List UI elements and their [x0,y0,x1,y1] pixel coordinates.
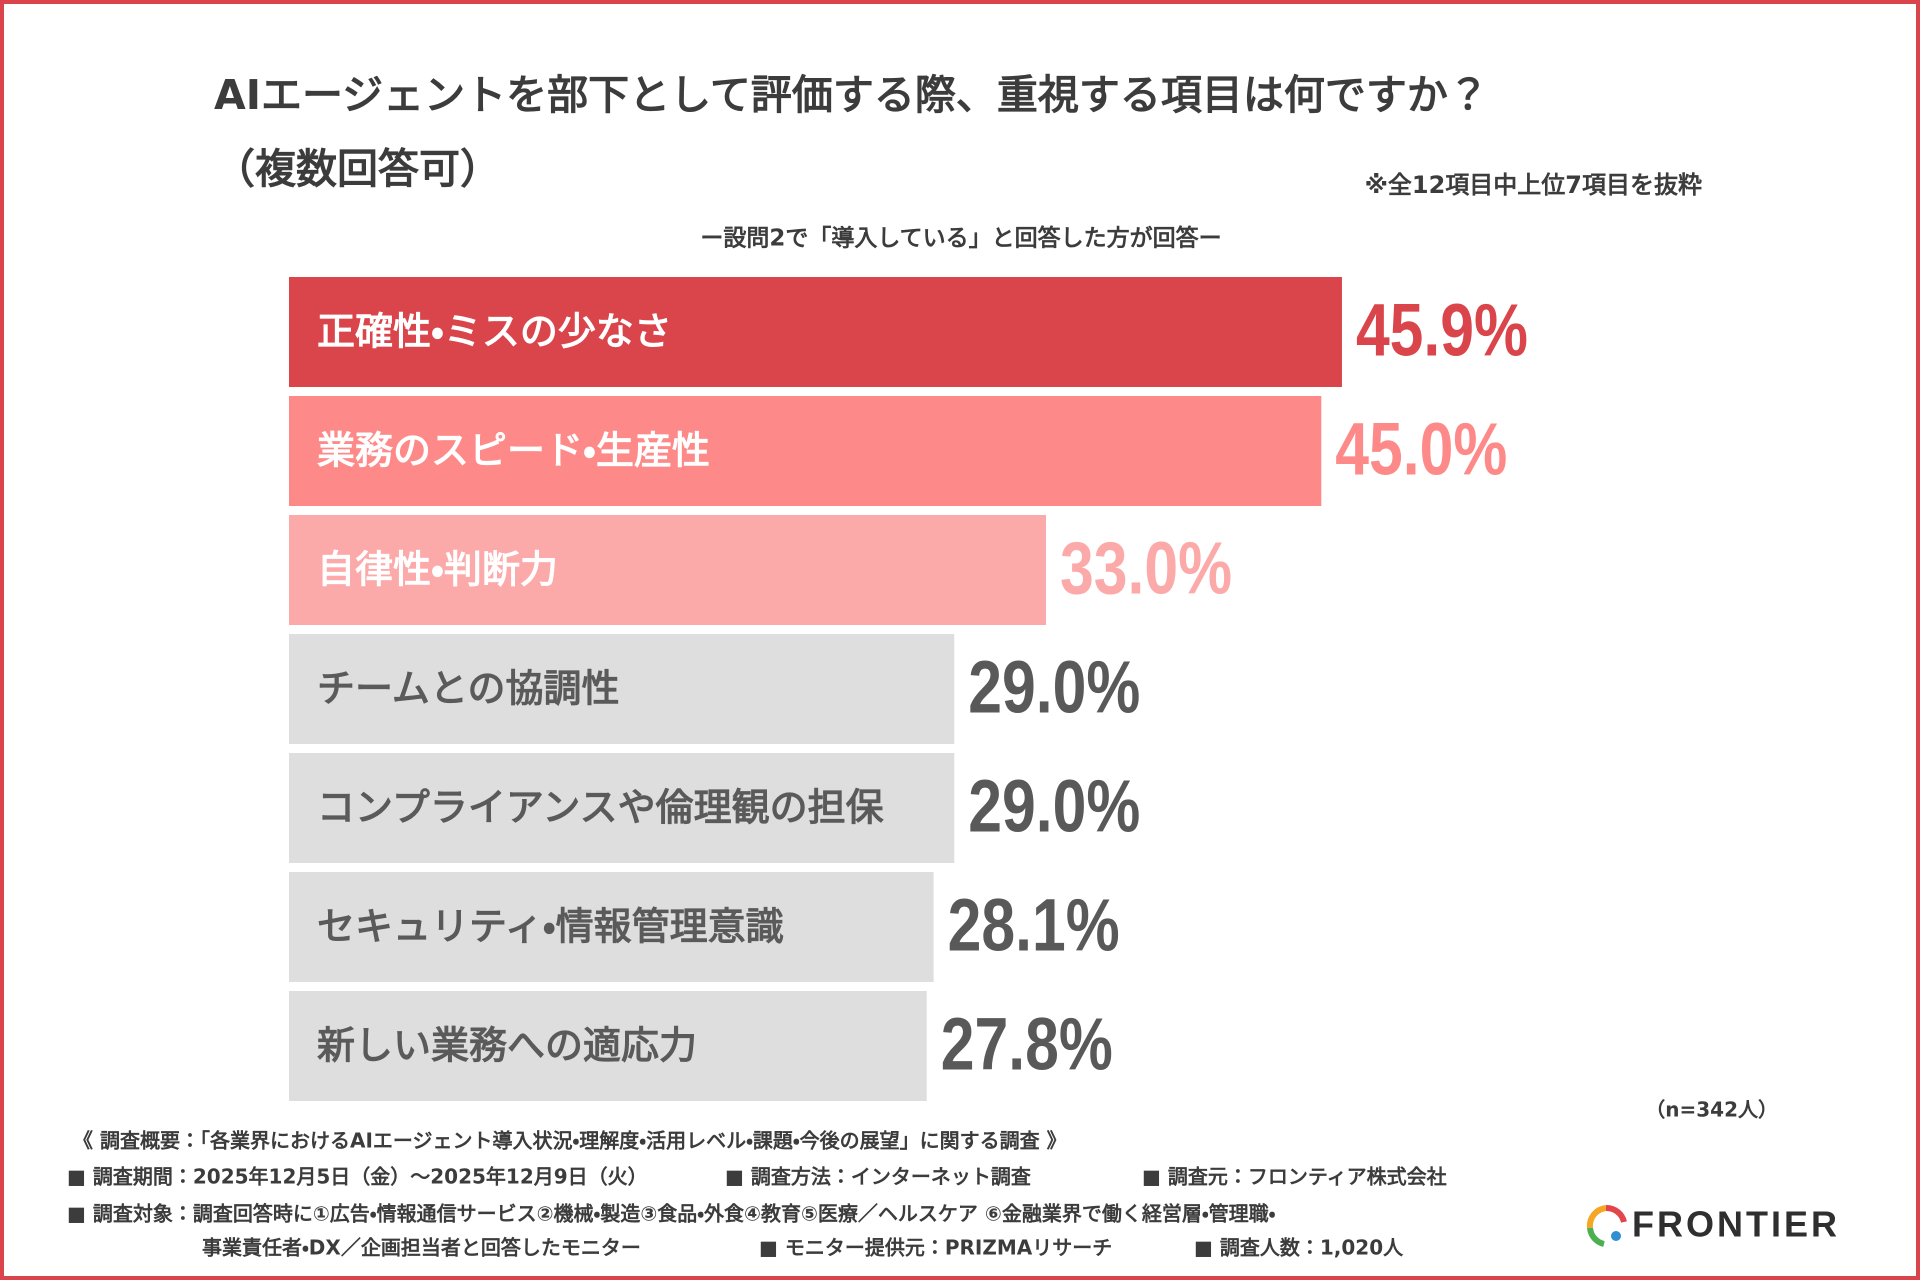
value-label: 45.0% [1335,408,1507,491]
value-label: 27.8% [941,1003,1113,1086]
bar [289,753,955,863]
logo: FRONTIER [1632,1204,1840,1245]
logo-arc [1605,1205,1627,1223]
footer-item: ■ モニター提供元：PRIZMAリサーチ [759,1236,1112,1260]
footer-item: ■ 調査人数：1,020人 [1194,1236,1404,1260]
bar [289,277,1342,387]
bar [289,515,1047,625]
bar [289,634,955,744]
category-label: コンプライアンスや倫理観の担保 [317,786,885,830]
value-label: 28.1% [948,884,1120,967]
bar [289,991,927,1101]
category-label: セキュリティ・情報管理意識 [317,905,784,949]
logo-arc [1586,1205,1607,1229]
subtitle: ー設問2で「導入している」と回答した方が回答ー [700,225,1221,252]
chart-title-suffix: （複数回答可） [214,145,501,193]
value-label: 45.9% [1356,289,1528,372]
bar [289,396,1322,506]
logo-dot [1611,1231,1621,1241]
sample-size: （n=342人） [1645,1098,1778,1122]
value-label: 29.0% [968,765,1140,848]
note: ※全12項目中上位7項目を抜粋 [1365,171,1702,199]
category-label: 正確性・ミスの少なさ [317,310,672,354]
logo-icon [1586,1205,1627,1247]
value-label: 29.0% [968,646,1140,729]
category-label: チームとの協調性 [317,667,619,711]
value-label: 33.0% [1060,527,1232,610]
bar [289,872,934,982]
footer-item: ■ 調査元：フロンティア株式会社 [1142,1165,1447,1189]
footer-item: ■ 調査期間：2025年12月5日（金）～2025年12月9日（火） [67,1165,648,1189]
category-label: 新しい業務への適応力 [317,1024,697,1068]
logo-arc [1587,1227,1605,1247]
chart-title: AIエージェントを部下として評価する際、重視する項目は何ですか？ [214,71,1489,119]
footer-heading: 《 調査概要：「各業界におけるAIエージェント導入状況・理解度・活用レベル・課題… [73,1129,1067,1153]
category-label: 自律性・判断力 [317,548,558,592]
category-label: 業務のスピード・生産性 [317,429,710,473]
footer-item: 事業責任者・DX／企画担当者と回答したモニター [202,1236,641,1260]
footer-item: ■ 調査方法：インターネット調査 [725,1165,1031,1189]
footer-item: ■ 調査対象：調査回答時に①広告・情報通信サービス②機械・製造③食品・外食④教育… [67,1202,1276,1226]
